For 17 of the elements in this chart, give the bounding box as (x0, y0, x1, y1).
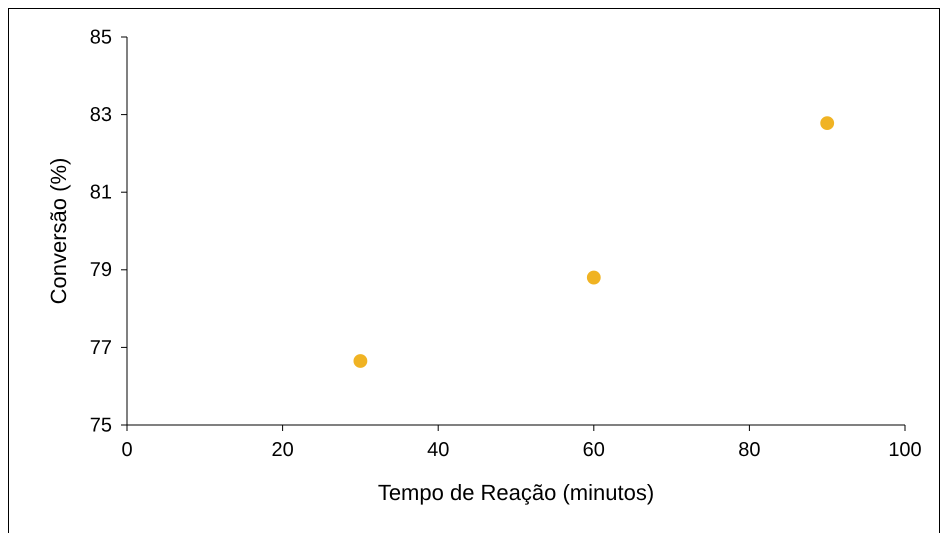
x-tick-label: 80 (738, 439, 761, 461)
point (820, 116, 834, 130)
y-axis-title: Conversão (%) (46, 158, 71, 304)
x-tick-label: 0 (121, 439, 133, 461)
y-tick-label: 79 (90, 259, 112, 282)
y-tick-label: 75 (90, 414, 112, 436)
x-axis-title: Tempo de Reação (minutos) (378, 480, 654, 505)
y-tick-label: 77 (90, 336, 112, 359)
y-tick-label: 85 (90, 26, 112, 48)
point (353, 354, 368, 368)
x-tick-label: 100 (888, 439, 922, 461)
point (586, 270, 601, 284)
x-tick-label: 20 (271, 439, 294, 461)
x-tick-label: 60 (582, 439, 605, 461)
y-tick-label: 83 (90, 104, 112, 126)
y-tick-label: 81 (90, 182, 112, 204)
x-tick-label: 40 (427, 439, 450, 461)
